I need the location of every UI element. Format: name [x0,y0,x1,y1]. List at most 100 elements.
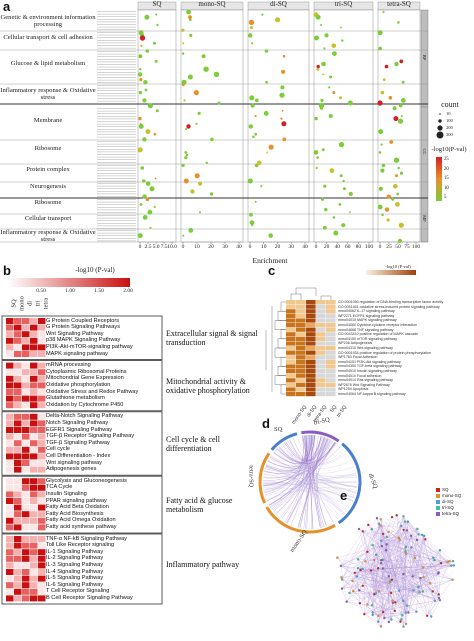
network-legend-label: di-SQ [442,499,454,504]
heatmap-cell [22,524,30,531]
network-node [437,596,441,600]
network-node [451,560,455,563]
heatmap-cell [30,427,38,433]
network-legend-swatch [436,488,440,492]
panel-c-row-label: mmu04064 NF-kappa B signaling pathway [338,392,406,396]
panel-b-row-label: G Protein Coupled Receptors [46,317,120,324]
heatmap-cell [296,392,306,397]
color-legend-value: 20 [444,166,449,172]
enrichment-dot [138,72,143,77]
heatmap-cell [22,498,30,504]
heatmap-cell [6,491,14,498]
network-node [387,530,390,533]
network-node [404,552,408,555]
count-legend-dot [438,119,442,123]
network-node [383,616,386,620]
enrichment-dot [257,160,262,166]
panel-a-x-tick: 20 [323,244,330,250]
enrichment-dot [183,178,189,184]
network-node [377,620,380,623]
network-node [393,609,396,612]
panel-b-row-label: Fatty Acid Beta Oxidation [46,504,109,511]
heatmap-cell [296,346,306,351]
network-node [339,564,343,568]
panel-b-legend-title: -log10 (P-val) [75,266,115,274]
network-node [377,522,381,525]
heatmap-cell [6,478,14,485]
enrichment-dot [201,54,206,59]
heatmap-cell [296,341,306,346]
heatmap-cell [22,555,30,562]
enrichment-dot [319,106,323,110]
panel-b-row-label: Adipogenesis genes [46,466,97,473]
heatmap-cell [6,517,14,524]
network-node [358,602,362,605]
network-node [412,589,415,592]
enrichment-dot [138,54,143,59]
heatmap-cell [38,453,46,460]
enrichment-dot [248,19,255,26]
enrichment-dot [398,222,404,228]
heatmap-cell [326,359,336,364]
panel-a-category-label: Ribosome [34,145,62,152]
heatmap-cell [30,536,38,542]
heatmap-cell [38,536,46,542]
network-node [400,524,403,527]
network-node [398,589,401,592]
enrichment-dot [248,124,253,129]
panel-a-x-tick: 30 [288,244,295,250]
enrichment-dot [198,181,203,186]
heatmap-cell [38,318,46,324]
panel-b-row-label: PPAR signaling pathway [46,497,107,504]
count-legend-title: count [441,100,459,109]
panel-b-column-header: tetra [42,297,50,310]
enrichment-dot [378,129,384,135]
enrichment-dot [182,234,185,237]
enrichment-dot [184,151,188,154]
enrichment-dot [381,213,384,217]
enrichment-dot [397,166,400,170]
heatmap-cell [296,378,306,383]
panel-c-row-label: mmu04310 Wnt signaling pathway [338,346,393,350]
enrichment-dot [145,181,151,186]
panel-a-category-label: Ribosome [34,199,62,206]
enrichment-dot [281,121,287,127]
enrichment-dot [190,189,195,194]
enrichment-dot [254,200,257,203]
heatmap-cell [38,369,46,376]
enrichment-dot [254,132,258,136]
network-node [390,515,394,519]
enrichment-dot [254,114,257,118]
panel-a-x-tick: 100 [411,244,421,250]
heatmap-cell [30,420,38,427]
enrichment-dot [254,98,259,103]
network-node [352,589,355,593]
count-legend-dot [437,125,443,131]
heatmap-cell [14,395,22,402]
network-node [438,549,442,552]
panel-a-x-tick: 40 [236,244,242,250]
panel-b-row-label: Notch Signaling Pathway [46,419,109,426]
enrichment-dot [391,197,395,201]
heatmap-cell [38,389,46,395]
enrichment-dot [341,39,344,42]
panel-b-row-label: p38 MAPK Signaling Pathway [46,337,121,344]
network-node [380,544,384,548]
network-node [406,604,409,607]
heatmap-cell [38,484,46,491]
panel-a-x-tick: 50 [395,244,401,250]
heatmap-cell [14,362,22,369]
panel-b-row-label: IL-3 Signaling Pathway [46,561,104,568]
network-node [391,599,394,602]
network-legend-swatch [436,500,440,504]
enrichment-dot [339,96,342,100]
heatmap-cell [286,300,296,305]
heatmap-cell [30,588,38,595]
panel-d-segment-label: tetra-SQ [247,465,255,488]
enrichment-dot [265,80,268,84]
heatmap-cell [326,327,336,332]
network-node [448,559,451,563]
heatmap-cell [296,327,306,332]
heatmap-cell [306,309,316,314]
network-node [402,528,405,531]
